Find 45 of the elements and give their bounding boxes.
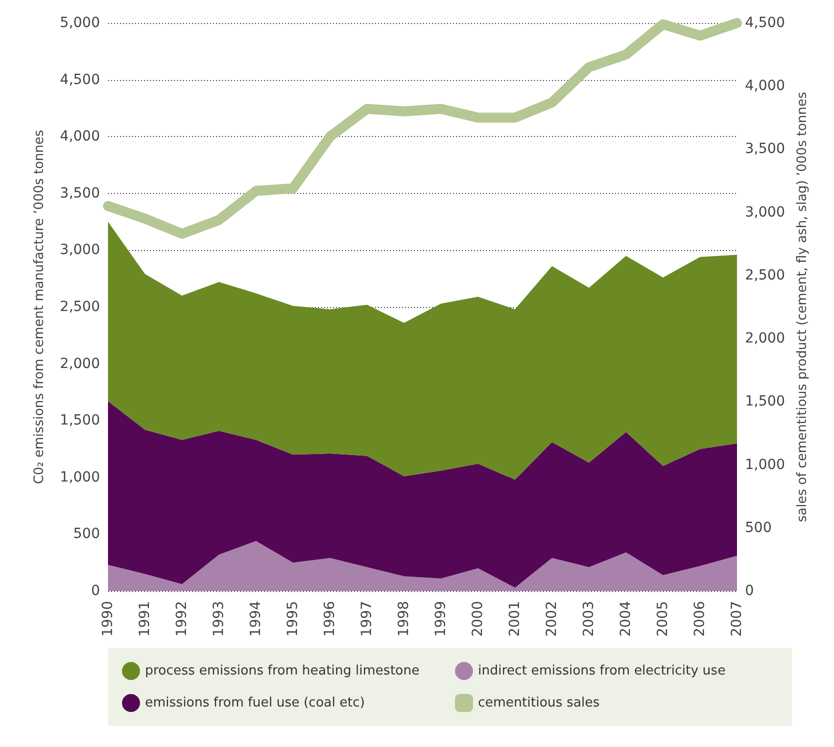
x-tick-label: 1992	[174, 601, 190, 637]
x-tick-label: 1998	[396, 601, 412, 637]
y-tick-label: 1,500	[60, 412, 100, 429]
y-axis-title: C0₂ emissions from cement manufacture ’000s tonnes	[32, 130, 47, 484]
y-tick-label: 5,000	[60, 15, 100, 31]
y2-tick-label: 4,500	[745, 15, 786, 31]
legend-label: indirect emissions from electricity use	[478, 664, 726, 678]
y-tick-label: 3,000	[60, 242, 100, 258]
x-tick-label: 1995	[285, 601, 301, 637]
legend-label: cementitious sales	[478, 696, 600, 710]
y2-tick-label: 2,500	[745, 267, 786, 284]
x-tick-label: 1990	[100, 601, 116, 637]
y-tick-label: 2,500	[60, 299, 100, 315]
x-tick-label: 2004	[618, 600, 634, 637]
x-tick-label: 2005	[655, 601, 671, 637]
x-tick-label: 1991	[137, 601, 153, 637]
y-tick-label: 2,000	[60, 356, 100, 372]
y2-tick-label: 4,000	[745, 78, 786, 94]
x-tick-label: 2000	[470, 601, 486, 637]
y2-tick-label: 3,000	[745, 204, 786, 220]
x-tick-label: 1993	[211, 601, 227, 637]
x-tick-label: 1996	[322, 600, 338, 637]
y2-tick-label: 1,500	[745, 394, 786, 410]
y-tick-label: 4,000	[60, 128, 100, 145]
x-tick-label: 1997	[359, 601, 375, 637]
y2-tick-label: 0	[745, 583, 754, 599]
x-tick-label: 2001	[507, 601, 523, 637]
y-tick-label: 1,000	[60, 469, 100, 486]
y2-tick-label: 3,500	[745, 141, 786, 158]
y2-tick-label: 2,000	[745, 330, 786, 347]
y-tick-label: 500	[73, 526, 100, 542]
legend-label: process emissions from heating limestone	[145, 664, 420, 678]
y2-tick-label: 1,000	[745, 456, 786, 473]
y2-tick-label: 500	[745, 520, 772, 536]
x-tick-label: 1999	[433, 601, 449, 637]
x-tick-label: 1994	[248, 600, 264, 637]
y-tick-label: 4,500	[60, 72, 100, 88]
x-tick-label: 2006	[692, 600, 708, 637]
y-tick-label: 0	[91, 583, 100, 599]
y-tick-label: 3,500	[60, 185, 100, 202]
x-tick-label: 2003	[581, 601, 597, 637]
legend-label: emissions from fuel use (coal etc)	[145, 696, 365, 710]
x-tick-label: 2002	[544, 601, 560, 637]
x-tick-label: 2007	[729, 601, 745, 637]
y2-axis-title: sales of cementitious product (cement, fly ash, slag) ’000s tonnes	[794, 92, 810, 522]
